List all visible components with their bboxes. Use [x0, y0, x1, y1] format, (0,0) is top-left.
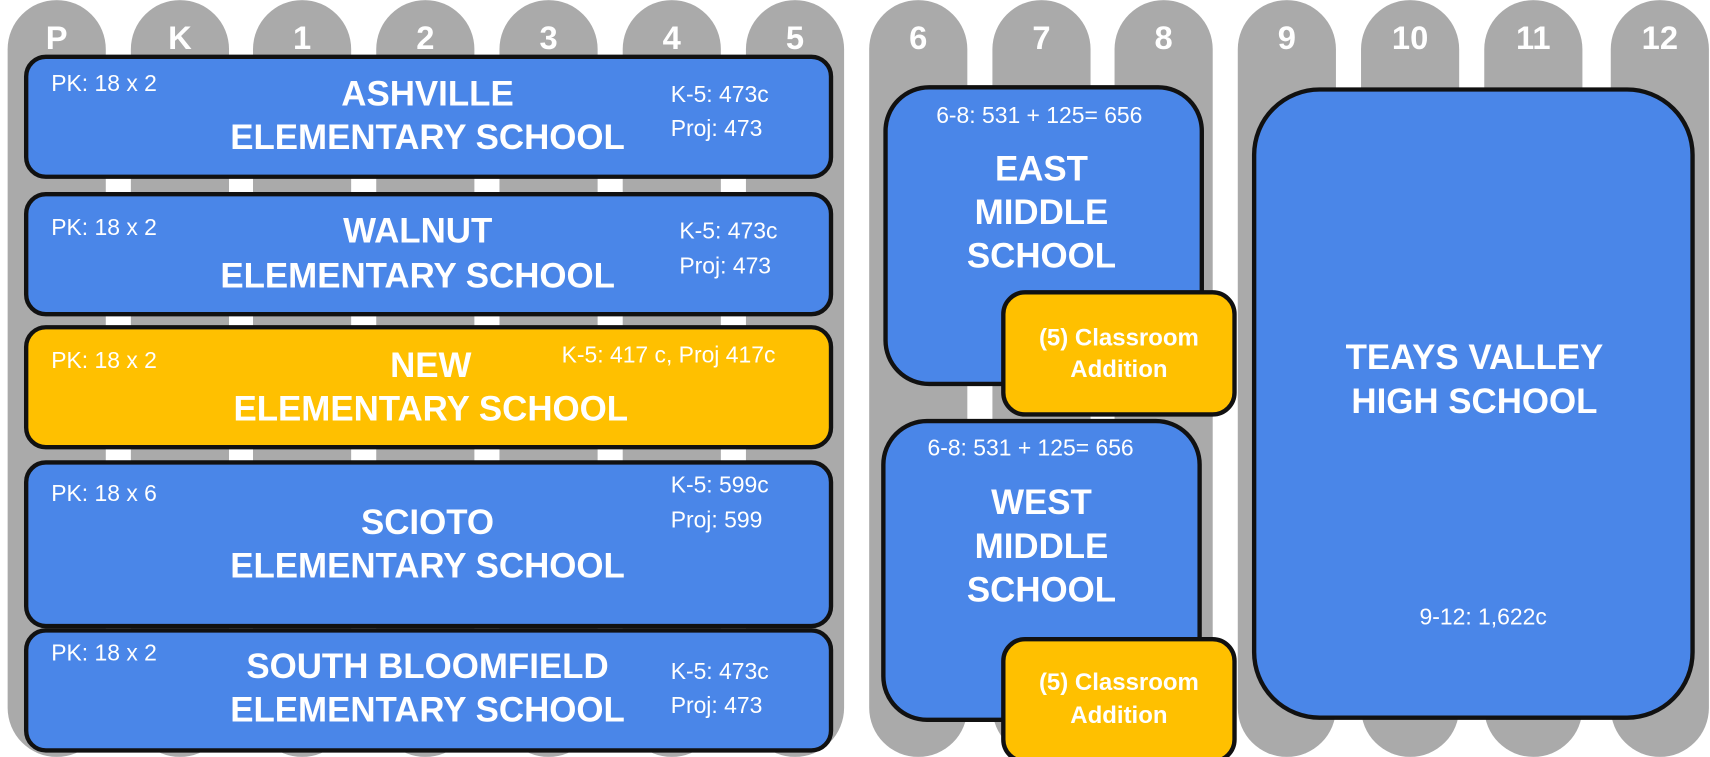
school-name: WEST: [991, 483, 1092, 522]
school-name: WALNUT: [343, 212, 492, 251]
school-name: ELEMENTARY SCHOOL: [230, 690, 625, 729]
capacity: K-5: 473c: [679, 217, 777, 243]
capacity: Proj: 473: [671, 692, 763, 718]
grade-label: 12: [1642, 19, 1678, 56]
school-name: MIDDLE: [975, 527, 1109, 566]
grade-label: 10: [1392, 19, 1428, 56]
school-name: ELEMENTARY SCHOOL: [220, 256, 615, 295]
grade-label: 7: [1032, 19, 1050, 56]
grade-label: 5: [786, 19, 804, 56]
addition-label: (5) Classroom: [1039, 325, 1199, 352]
school-box: [1251, 87, 1695, 720]
capacity: Proj: 473: [671, 115, 763, 141]
school-name: TEAYS VALLEY: [1346, 338, 1604, 377]
grade-label: 8: [1155, 19, 1173, 56]
addition-label: Addition: [1070, 356, 1167, 383]
grade-label: 3: [539, 19, 557, 56]
school-name: SCIOTO: [361, 503, 494, 542]
school-box: [23, 54, 834, 179]
school-name: SCHOOL: [967, 570, 1116, 609]
grade-label: K: [168, 19, 192, 56]
school-name: ELEMENTARY SCHOOL: [230, 546, 625, 585]
school-box: [23, 192, 834, 317]
capacity: 6-8: 531 + 125= 656: [927, 434, 1133, 460]
school-name: NEW: [390, 346, 471, 385]
school-name: ELEMENTARY SCHOOL: [230, 118, 625, 157]
pk-info: PK: 18 x 2: [51, 214, 157, 240]
capacity: 9-12: 1,622c: [1420, 603, 1547, 629]
school-name: HIGH SCHOOL: [1351, 382, 1597, 421]
capacity: K-5: 473c: [671, 658, 769, 684]
addition-box: [1001, 290, 1237, 417]
school-name: ASHVILLE: [341, 74, 513, 113]
addition-box: [1001, 636, 1237, 757]
grade-label: 4: [663, 19, 682, 56]
school-box: [23, 628, 834, 753]
grade-label: 2: [416, 19, 434, 56]
school-box: [23, 325, 834, 450]
capacity: K-5: 473c: [671, 81, 769, 107]
grade-label: 1: [293, 19, 311, 56]
pk-info: PK: 18 x 2: [51, 70, 157, 96]
grade-label: P: [46, 19, 68, 56]
school-box: [23, 460, 834, 629]
grade-label: 9: [1278, 19, 1296, 56]
capacity: Proj: 599: [671, 506, 763, 532]
capacity: Proj: 473: [679, 252, 771, 278]
capacity: 6-8: 531 + 125= 656: [936, 102, 1142, 128]
pk-info: PK: 18 x 6: [51, 480, 157, 506]
addition-label: Addition: [1070, 702, 1167, 729]
addition-label: (5) Classroom: [1039, 669, 1199, 696]
school-name: SOUTH BLOOMFIELD: [246, 647, 608, 686]
school-name: EAST: [995, 150, 1088, 189]
school-name: MIDDLE: [975, 193, 1109, 232]
grade-label: 11: [1516, 19, 1551, 56]
capacity: K-5: 599c: [671, 472, 769, 498]
grade-label: 6: [909, 19, 927, 56]
school-name: ELEMENTARY SCHOOL: [233, 389, 628, 428]
capacity: K-5: 417 c, Proj 417c: [562, 342, 776, 368]
school-name: SCHOOL: [967, 237, 1116, 276]
pk-info: PK: 18 x 2: [51, 347, 157, 373]
pk-info: PK: 18 x 2: [51, 639, 157, 665]
